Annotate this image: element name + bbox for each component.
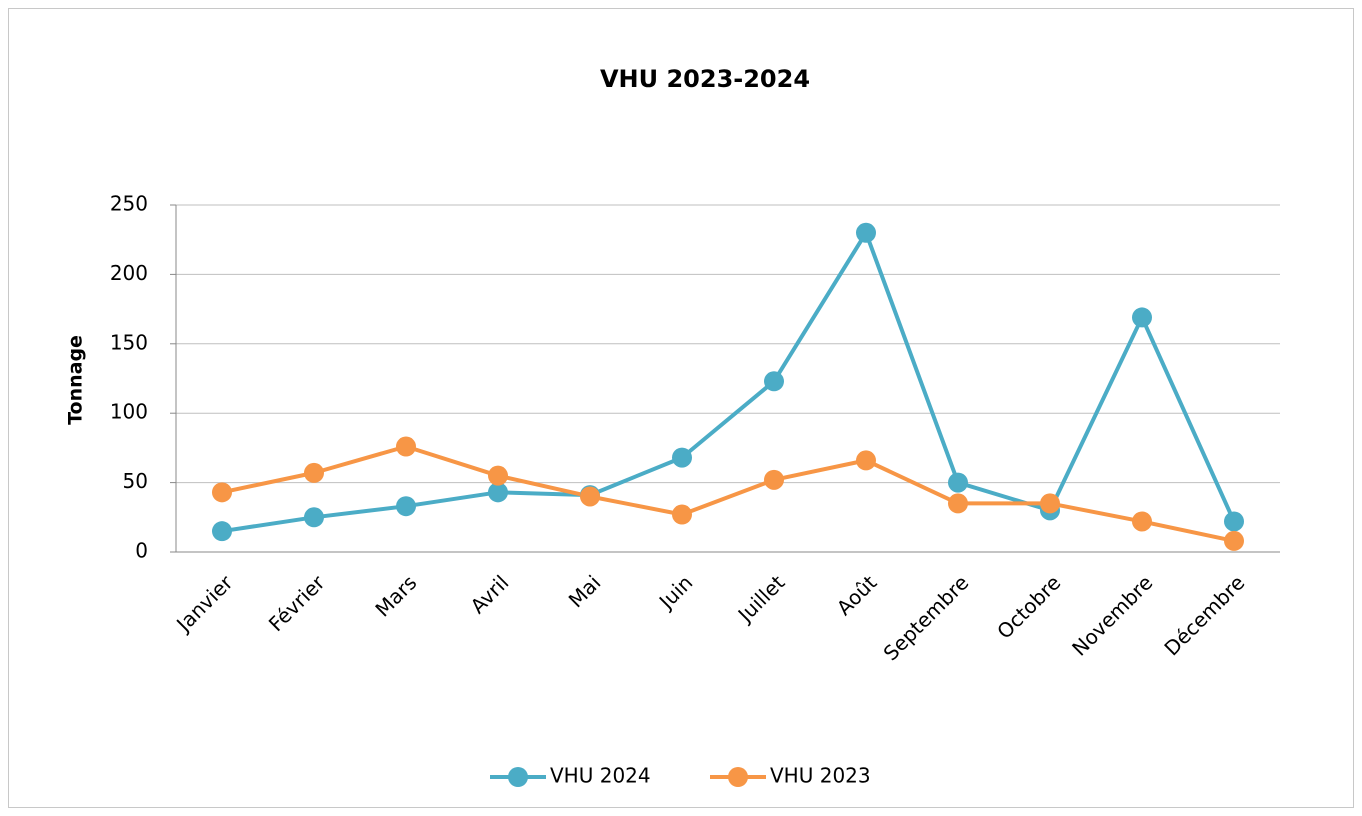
data-point: [1132, 307, 1152, 328]
data-point: [212, 482, 232, 503]
data-point: [488, 482, 508, 503]
data-point: [856, 222, 876, 243]
chart-title: VHU 2023-2024: [600, 65, 810, 93]
y-axis-label: Tonnage: [65, 335, 87, 425]
legend-marker: [728, 767, 748, 787]
data-point: [764, 469, 784, 490]
data-point: [1132, 511, 1152, 532]
y-tick-label: 150: [110, 330, 148, 354]
data-point: [948, 493, 968, 514]
legend-marker: [508, 767, 528, 787]
data-point: [948, 472, 968, 493]
data-point: [764, 371, 784, 392]
data-point: [1224, 511, 1244, 532]
y-tick-label: 200: [110, 261, 148, 285]
data-point: [672, 447, 692, 468]
data-point: [672, 504, 692, 525]
y-tick-label: 250: [110, 192, 148, 216]
data-point: [396, 436, 416, 457]
data-point: [304, 507, 324, 528]
data-point: [580, 486, 600, 507]
y-tick-label: 100: [110, 400, 148, 424]
legend-label: VHU 2023: [770, 764, 871, 788]
data-point: [1040, 493, 1060, 514]
data-point: [1224, 530, 1244, 551]
y-tick-label: 0: [135, 539, 148, 563]
data-point: [304, 462, 324, 483]
data-point: [396, 496, 416, 517]
series-line: [221, 230, 1236, 534]
data-point: [856, 450, 876, 471]
chart-border: [8, 8, 1354, 808]
legend-label: VHU 2024: [550, 764, 651, 788]
data-point: [488, 465, 508, 486]
data-point: [212, 521, 232, 542]
series-line: [221, 444, 1235, 543]
y-tick-label: 50: [123, 469, 148, 493]
